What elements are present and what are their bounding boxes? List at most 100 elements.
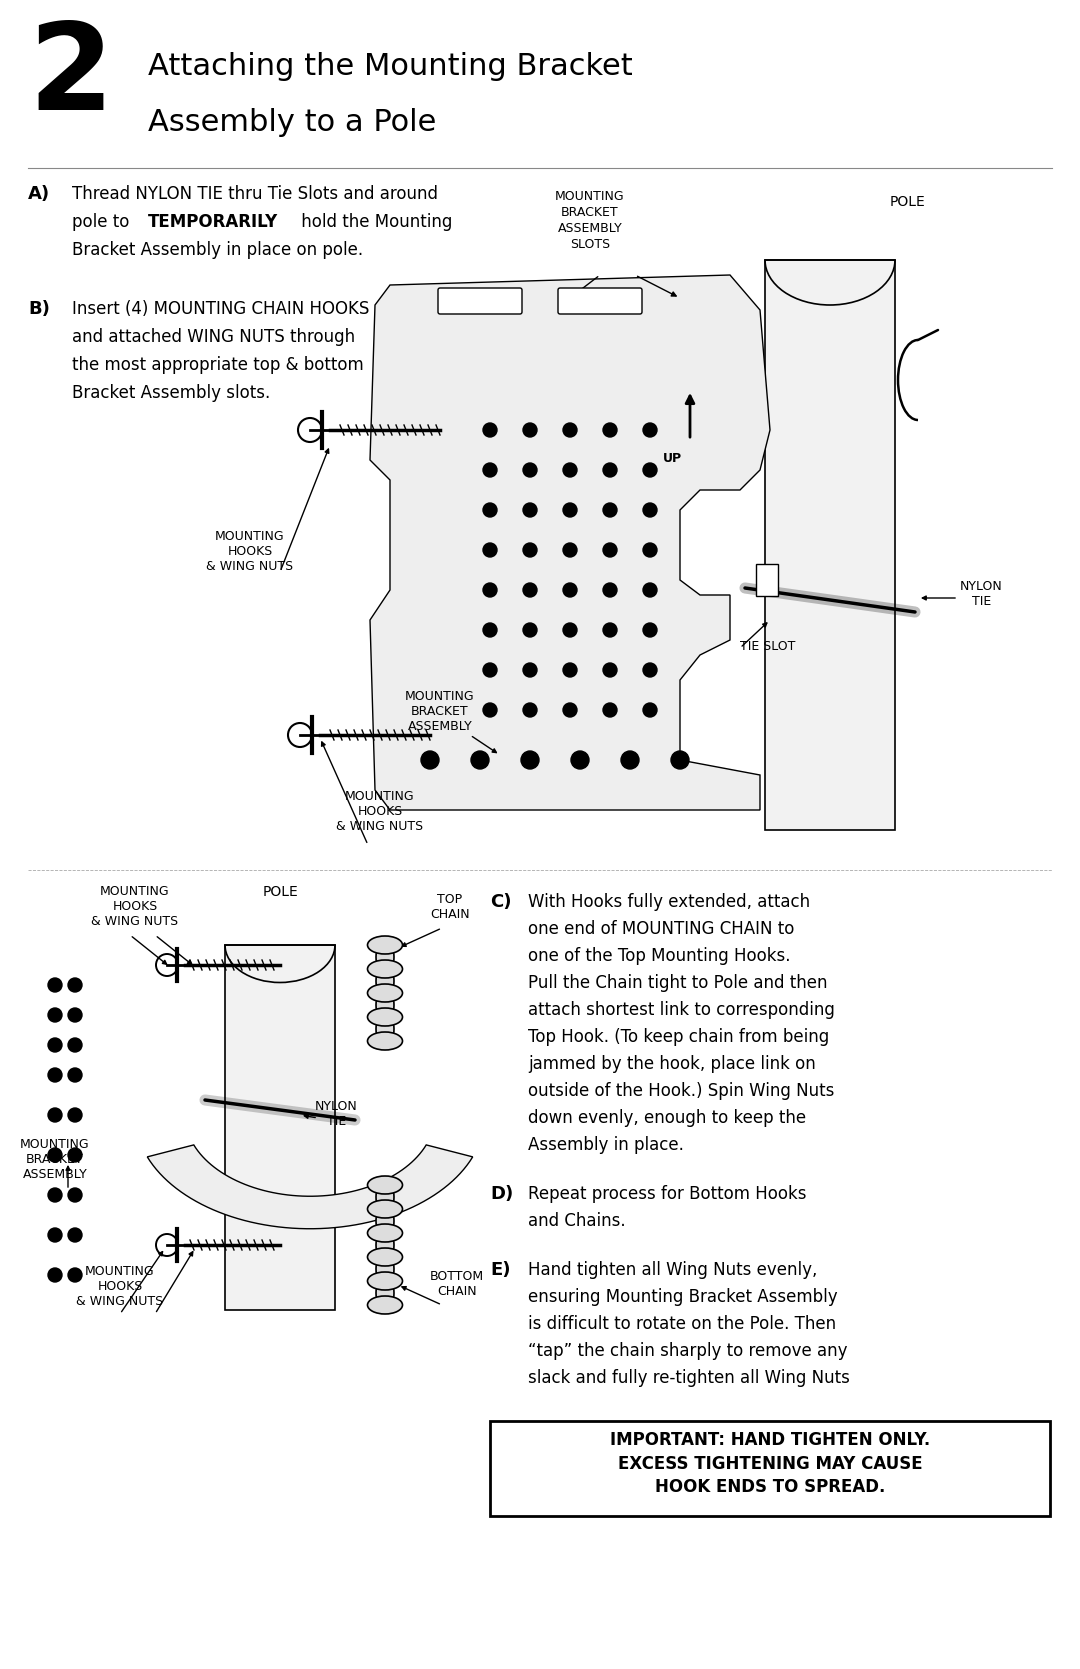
Text: slack and fully re-tighten all Wing Nuts: slack and fully re-tighten all Wing Nuts xyxy=(528,1369,850,1387)
Circle shape xyxy=(563,582,577,598)
Ellipse shape xyxy=(376,1255,394,1283)
Ellipse shape xyxy=(376,1207,394,1235)
Circle shape xyxy=(483,542,497,557)
Circle shape xyxy=(643,502,657,517)
Text: MOUNTING
HOOKS
& WING NUTS: MOUNTING HOOKS & WING NUTS xyxy=(92,885,178,928)
Ellipse shape xyxy=(376,1278,394,1307)
Text: 2: 2 xyxy=(28,18,113,135)
Ellipse shape xyxy=(367,960,403,978)
Text: Thread NYLON TIE thru Tie Slots and around: Thread NYLON TIE thru Tie Slots and arou… xyxy=(72,185,438,204)
Circle shape xyxy=(671,751,689,769)
Text: IMPORTANT: HAND TIGHTEN ONLY.
EXCESS TIGHTENING MAY CAUSE
HOOK ENDS TO SPREAD.: IMPORTANT: HAND TIGHTEN ONLY. EXCESS TIG… xyxy=(610,1430,930,1495)
Circle shape xyxy=(68,1068,82,1082)
Circle shape xyxy=(643,582,657,598)
Circle shape xyxy=(523,623,537,638)
Circle shape xyxy=(563,663,577,678)
Circle shape xyxy=(48,1068,62,1082)
Circle shape xyxy=(643,663,657,678)
Circle shape xyxy=(48,1188,62,1202)
Circle shape xyxy=(603,623,617,638)
Ellipse shape xyxy=(376,991,394,1020)
Ellipse shape xyxy=(367,1200,403,1218)
Circle shape xyxy=(563,462,577,477)
Text: B): B) xyxy=(28,300,50,319)
Text: NYLON
TIE: NYLON TIE xyxy=(960,581,1002,608)
Circle shape xyxy=(523,422,537,437)
Text: POLE: POLE xyxy=(890,195,926,209)
Circle shape xyxy=(48,1038,62,1051)
Ellipse shape xyxy=(367,1248,403,1267)
Text: MOUNTING
BRACKET
ASSEMBLY
SLOTS: MOUNTING BRACKET ASSEMBLY SLOTS xyxy=(555,190,625,250)
Circle shape xyxy=(603,422,617,437)
FancyBboxPatch shape xyxy=(438,289,522,314)
Ellipse shape xyxy=(367,1031,403,1050)
Circle shape xyxy=(523,582,537,598)
Circle shape xyxy=(523,462,537,477)
Text: is difficult to rotate on the Pole. Then: is difficult to rotate on the Pole. Then xyxy=(528,1315,836,1334)
Text: the most appropriate top & bottom: the most appropriate top & bottom xyxy=(72,355,364,374)
Circle shape xyxy=(563,623,577,638)
Text: MOUNTING
BRACKET
ASSEMBLY: MOUNTING BRACKET ASSEMBLY xyxy=(21,1138,90,1182)
Circle shape xyxy=(483,502,497,517)
Bar xyxy=(490,1420,1050,1515)
Text: Bracket Assembly in place on pole.: Bracket Assembly in place on pole. xyxy=(72,240,363,259)
Text: POLE: POLE xyxy=(262,885,298,900)
Text: Repeat process for Bottom Hooks: Repeat process for Bottom Hooks xyxy=(528,1185,807,1203)
Text: Hand tighten all Wing Nuts evenly,: Hand tighten all Wing Nuts evenly, xyxy=(528,1262,818,1278)
Ellipse shape xyxy=(367,1297,403,1314)
Circle shape xyxy=(643,422,657,437)
Ellipse shape xyxy=(367,985,403,1001)
Text: MOUNTING
HOOKS
& WING NUTS: MOUNTING HOOKS & WING NUTS xyxy=(206,531,294,572)
Circle shape xyxy=(68,1148,82,1162)
Circle shape xyxy=(523,542,537,557)
Bar xyxy=(225,945,335,1310)
Circle shape xyxy=(521,751,539,769)
Circle shape xyxy=(48,1228,62,1242)
Circle shape xyxy=(643,462,657,477)
Text: MOUNTING
HOOKS
& WING NUTS: MOUNTING HOOKS & WING NUTS xyxy=(77,1265,163,1308)
Text: Assembly in place.: Assembly in place. xyxy=(528,1137,684,1153)
Text: NYLON
TIE: NYLON TIE xyxy=(315,1100,357,1128)
Text: attach shortest link to corresponding: attach shortest link to corresponding xyxy=(528,1001,835,1020)
Polygon shape xyxy=(370,275,770,809)
Text: Top Hook. (To keep chain from being: Top Hook. (To keep chain from being xyxy=(528,1028,829,1046)
Text: Assembly to a Pole: Assembly to a Pole xyxy=(148,108,436,137)
Text: down evenly, enough to keep the: down evenly, enough to keep the xyxy=(528,1108,806,1127)
Circle shape xyxy=(523,663,537,678)
FancyBboxPatch shape xyxy=(558,289,642,314)
Text: Attaching the Mounting Bracket: Attaching the Mounting Bracket xyxy=(148,52,633,82)
Circle shape xyxy=(563,422,577,437)
Text: With Hooks fully extended, attach: With Hooks fully extended, attach xyxy=(528,893,810,911)
Circle shape xyxy=(48,978,62,991)
Polygon shape xyxy=(147,1145,473,1228)
Ellipse shape xyxy=(376,966,394,995)
Text: Bracket Assembly slots.: Bracket Assembly slots. xyxy=(72,384,270,402)
Text: C): C) xyxy=(490,893,512,911)
Circle shape xyxy=(603,462,617,477)
Text: one end of MOUNTING CHAIN to: one end of MOUNTING CHAIN to xyxy=(528,920,795,938)
Circle shape xyxy=(48,1108,62,1122)
Text: E): E) xyxy=(490,1262,511,1278)
Text: BOTTOM
CHAIN: BOTTOM CHAIN xyxy=(430,1270,484,1298)
Text: pole to: pole to xyxy=(72,214,135,230)
Text: A): A) xyxy=(28,185,50,204)
Text: Pull the Chain tight to Pole and then: Pull the Chain tight to Pole and then xyxy=(528,975,827,991)
Circle shape xyxy=(483,582,497,598)
Ellipse shape xyxy=(376,1015,394,1043)
Text: D): D) xyxy=(490,1185,513,1203)
Circle shape xyxy=(421,751,438,769)
Text: one of the Top Mounting Hooks.: one of the Top Mounting Hooks. xyxy=(528,946,791,965)
Text: MOUNTING
HOOKS
& WING NUTS: MOUNTING HOOKS & WING NUTS xyxy=(337,789,423,833)
Text: outside of the Hook.) Spin Wing Nuts: outside of the Hook.) Spin Wing Nuts xyxy=(528,1082,835,1100)
Circle shape xyxy=(603,582,617,598)
Text: MOUNTING
BRACKET
ASSEMBLY: MOUNTING BRACKET ASSEMBLY xyxy=(405,689,475,733)
Ellipse shape xyxy=(367,1177,403,1193)
Text: TOP
CHAIN: TOP CHAIN xyxy=(430,893,470,921)
Ellipse shape xyxy=(367,1008,403,1026)
Circle shape xyxy=(48,1268,62,1282)
Ellipse shape xyxy=(376,1232,394,1258)
Text: and Chains.: and Chains. xyxy=(528,1212,625,1230)
Circle shape xyxy=(68,1188,82,1202)
Circle shape xyxy=(523,502,537,517)
Circle shape xyxy=(563,703,577,718)
